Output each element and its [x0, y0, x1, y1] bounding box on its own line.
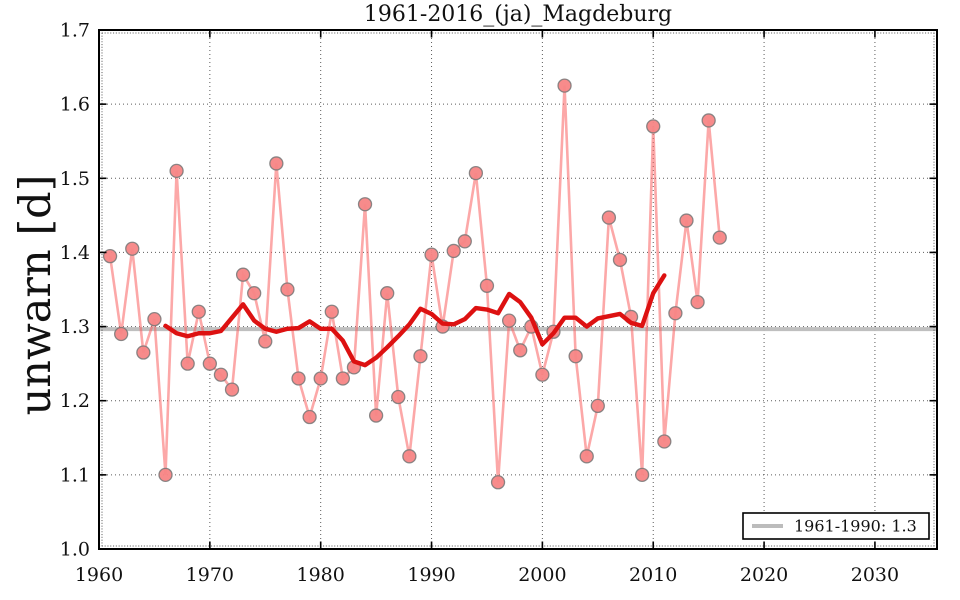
data-point: [169, 163, 184, 179]
x-tick-label: 1990: [407, 564, 455, 586]
y-tick-label: 1.7: [60, 20, 90, 42]
x-tick-label: 2020: [740, 564, 788, 586]
y-tick-label: 1.4: [60, 242, 90, 264]
x-tick-label: 1970: [186, 564, 234, 586]
data-point: [413, 349, 428, 364]
data-point: [335, 371, 351, 386]
x-tick-label: 2030: [851, 564, 899, 586]
data-point: [202, 356, 217, 371]
data-point: [180, 356, 195, 371]
y-axis-label: unwarn [d]: [11, 175, 61, 416]
minor-tick-texture: [99, 30, 937, 549]
data-point: [125, 241, 140, 256]
data-point: [424, 247, 439, 262]
data-point: [446, 243, 461, 259]
plot-border: [98, 29, 938, 550]
y-tick-label: 1.3: [60, 316, 90, 338]
data-point: [690, 294, 705, 310]
major-ticks: [98, 29, 937, 550]
data-point: [701, 113, 716, 128]
data-point: [280, 282, 295, 297]
data-point: [490, 475, 506, 490]
x-tick-label: 1980: [297, 564, 345, 586]
data-point: [457, 234, 472, 249]
y-tick-label: 1.5: [60, 168, 90, 190]
data-point: [479, 278, 495, 293]
data-point: [102, 248, 118, 264]
tick-labels: 1960 1970 1980 1990 2000 2010 2020 2030 1.0 1.1 1.…: [60, 20, 899, 587]
x-tick-label: 2010: [629, 564, 677, 586]
data-point: [568, 349, 583, 364]
annual-series-line: [108, 85, 722, 483]
x-tick-label: 1960: [75, 564, 123, 586]
data-point: [324, 304, 339, 319]
data-point: [191, 304, 206, 319]
data-point: [313, 371, 328, 386]
data-point: [302, 409, 317, 425]
data-point: [557, 78, 572, 93]
data-point: [590, 398, 605, 414]
data-point: [501, 313, 517, 328]
y-tick-label: 1.6: [60, 94, 90, 116]
x-tick-label: 2000: [518, 564, 566, 586]
data-point: [579, 449, 594, 464]
data-point: [158, 467, 173, 483]
data-point: [114, 326, 129, 342]
data-point: [679, 213, 694, 228]
data-point: [468, 165, 484, 181]
data-point: [269, 156, 284, 171]
data-point: [513, 343, 528, 358]
data-point: [634, 467, 650, 483]
data-point: [601, 210, 617, 225]
y-tick-label: 1.0: [60, 539, 90, 561]
data-point: [391, 389, 406, 405]
data-point: [136, 345, 151, 360]
running-mean-line: [163, 273, 667, 368]
legend: 1961-1990: 1.3: [742, 512, 930, 540]
data-point: [535, 367, 550, 382]
data-point: [147, 312, 162, 327]
data-point: [247, 286, 262, 301]
data-point: [213, 367, 229, 382]
y-tick-label: 1.1: [60, 464, 90, 486]
y-tick-label: 1.2: [60, 390, 90, 412]
grid-layer: [98, 29, 937, 550]
data-point: [380, 286, 395, 301]
data-point: [357, 197, 373, 212]
chart-title: 1961-2016_(ja)_Magdeburg: [364, 2, 672, 27]
legend-label: 1961-1990: 1.3: [794, 517, 917, 536]
data-point: [402, 449, 417, 464]
data-point: [258, 334, 273, 349]
data-point: [668, 306, 683, 321]
annual-series-markers: [102, 78, 727, 490]
data-point: [291, 371, 306, 386]
data-point: [657, 434, 672, 449]
data-point: [646, 119, 661, 134]
data-point: [368, 408, 384, 423]
data-point: [224, 382, 240, 397]
data-point: [612, 252, 628, 267]
data-point: [235, 267, 251, 282]
data-point: [712, 230, 727, 245]
